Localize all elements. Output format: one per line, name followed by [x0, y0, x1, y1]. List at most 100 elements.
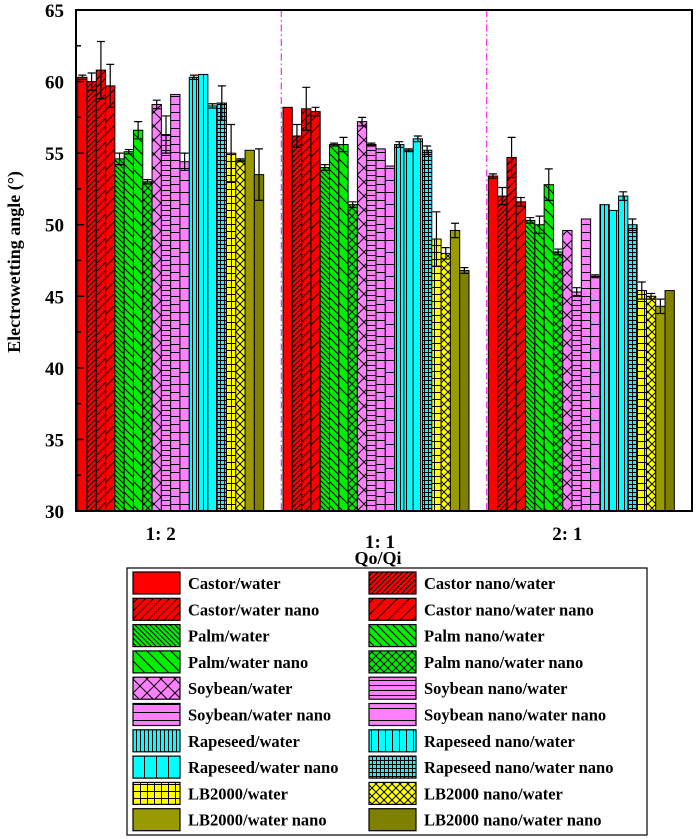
bar	[459, 270, 470, 512]
bar	[114, 158, 125, 512]
bar	[394, 144, 405, 512]
bar	[338, 144, 349, 512]
legend-label: LB2000 nano/water	[424, 784, 563, 803]
legend-swatch	[368, 781, 417, 806]
error-bar	[423, 145, 432, 156]
bar	[366, 144, 377, 512]
error-bar	[134, 121, 143, 140]
bar	[319, 166, 331, 512]
bar	[590, 275, 601, 512]
bar	[375, 148, 386, 512]
x-tick-label: 1: 1	[365, 532, 395, 553]
bar	[123, 151, 134, 512]
error-bar	[124, 148, 133, 155]
error-bars	[78, 40, 665, 315]
error-bar	[572, 287, 581, 297]
error-bar	[339, 136, 348, 153]
bar	[347, 204, 358, 512]
error-bar	[451, 222, 460, 239]
error-bar	[395, 141, 404, 149]
error-bar	[432, 211, 441, 267]
legend-item: Rapeseed nano/water nano	[368, 755, 613, 779]
bar	[543, 184, 554, 512]
error-bar	[619, 191, 628, 201]
legend-swatch	[368, 808, 417, 832]
legend-swatch	[368, 597, 417, 621]
error-bar	[526, 216, 535, 224]
bar	[534, 224, 545, 512]
bar	[356, 121, 368, 512]
y-tick-label: 50	[45, 216, 64, 237]
legend-item: Castor nano/water nano	[368, 597, 594, 621]
bar	[253, 174, 265, 512]
y-tick-label: 35	[45, 430, 64, 451]
y-tick-label: 65	[45, 1, 64, 22]
legend-label: Castor nano/water	[424, 574, 555, 593]
error-bar	[236, 158, 245, 163]
error-bar	[404, 148, 413, 153]
bar	[301, 108, 312, 512]
bar	[77, 76, 88, 512]
error-bar	[180, 152, 189, 171]
x-axis-title: Qo/Qi	[354, 548, 401, 568]
y-tick-label: 45	[45, 287, 64, 308]
legend-swatch	[132, 702, 181, 727]
legend-swatch	[132, 781, 181, 806]
legend-swatch	[132, 808, 181, 832]
legend-label: Castor/water nano	[188, 600, 319, 619]
bar	[645, 295, 657, 512]
bar	[132, 129, 144, 512]
legend-item: Palm nano/water nano	[368, 650, 583, 674]
legend-label: LB2000/water nano	[188, 811, 327, 830]
legend-item: LB2000/water	[132, 781, 288, 806]
group-separators	[280, 10, 488, 511]
bar	[384, 165, 396, 512]
error-bar	[292, 123, 301, 149]
legend-item: Palm/water nano	[132, 650, 308, 674]
legend-label: Soybean nano/water	[424, 679, 567, 698]
legend-swatch	[368, 755, 417, 779]
legend-swatch	[132, 597, 181, 621]
error-bar	[628, 218, 637, 232]
bar	[244, 149, 255, 512]
legend-item: Castor/water nano	[132, 597, 319, 621]
bar	[142, 181, 153, 512]
error-bar	[358, 116, 367, 127]
y-axis: 30 35 40 45 50 55 60 65	[45, 1, 84, 523]
bar	[207, 105, 218, 512]
error-bar	[348, 201, 357, 209]
bar	[552, 251, 564, 512]
legend-item: Soybean nano/water	[368, 676, 567, 700]
y-axis-title: Electrowetting angle (°)	[4, 171, 25, 353]
bars	[77, 69, 675, 512]
bar	[160, 134, 172, 512]
error-bar	[320, 163, 329, 171]
legend-label: Rapeseed/water nano	[188, 758, 338, 777]
error-bar	[217, 85, 226, 121]
bar	[216, 102, 227, 512]
legend-item: Castor/water	[132, 571, 281, 595]
legend-label: Rapeseed/water	[188, 732, 300, 751]
bar	[198, 73, 209, 512]
error-bar	[554, 248, 563, 256]
bar	[618, 195, 629, 512]
bar	[655, 305, 666, 512]
legend-item: Rapeseed/water nano	[132, 755, 338, 779]
legend-label: Palm/water	[188, 627, 270, 646]
bar	[422, 149, 433, 512]
bar	[664, 290, 675, 512]
bar	[525, 219, 536, 512]
bar	[179, 161, 190, 512]
error-bar	[255, 148, 264, 201]
bar	[188, 76, 200, 512]
legend-item: Castor nano/water	[368, 571, 555, 595]
error-bar	[647, 292, 656, 300]
legend-label: Palm nano/water nano	[424, 653, 583, 672]
legend-swatch	[368, 650, 417, 674]
error-bar	[544, 168, 553, 201]
error-bar	[330, 142, 339, 147]
legend-label: Soybean/water	[188, 679, 293, 698]
error-bar	[441, 247, 450, 260]
legend-item: Rapeseed nano/water	[368, 729, 575, 753]
